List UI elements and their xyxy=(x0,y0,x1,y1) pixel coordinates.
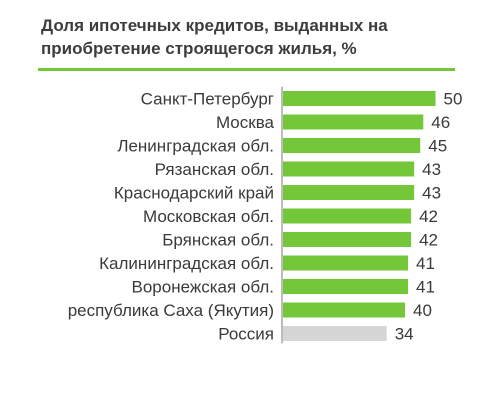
category-label: Краснодарский край xyxy=(114,184,274,203)
bar xyxy=(283,185,415,200)
category-label: Санкт-Петербург xyxy=(141,90,274,109)
category-label: Ленинградская обл. xyxy=(117,137,274,156)
data-label: 42 xyxy=(419,207,438,226)
bar xyxy=(283,161,415,177)
data-label: 34 xyxy=(395,325,414,344)
category-label: Калининградская обл. xyxy=(99,254,274,273)
category-label: Москва xyxy=(216,113,275,132)
data-label: 41 xyxy=(416,254,435,273)
data-label: 42 xyxy=(419,231,438,250)
category-label: Воронежская обл. xyxy=(132,278,275,297)
plot-area: Санкт-Петербург 50 Москва 46 Ленинградская о… xyxy=(68,86,463,344)
data-label: 46 xyxy=(431,113,450,132)
category-label: Брянская обл. xyxy=(162,231,274,250)
title-divider xyxy=(38,68,455,71)
chart-title: Доля ипотечных кредитов, выданных на при… xyxy=(41,16,388,58)
data-label: 50 xyxy=(444,90,463,109)
category-label: республика Саха (Якутия) xyxy=(68,301,274,320)
bar xyxy=(283,255,409,271)
bar xyxy=(283,279,409,294)
bar xyxy=(283,208,412,224)
bar xyxy=(283,302,405,318)
bar xyxy=(283,138,421,153)
bar xyxy=(283,114,424,130)
data-label: 41 xyxy=(416,278,435,297)
bar xyxy=(283,91,436,106)
category-label: Московская обл. xyxy=(143,207,274,226)
bar xyxy=(283,232,412,247)
data-label: 43 xyxy=(422,184,441,203)
data-label: 45 xyxy=(428,137,447,156)
data-label: 43 xyxy=(422,160,441,179)
category-label: Рязанская обл. xyxy=(155,160,274,179)
bar xyxy=(283,326,387,341)
category-label: Россия xyxy=(218,325,274,344)
data-label: 40 xyxy=(413,301,432,320)
